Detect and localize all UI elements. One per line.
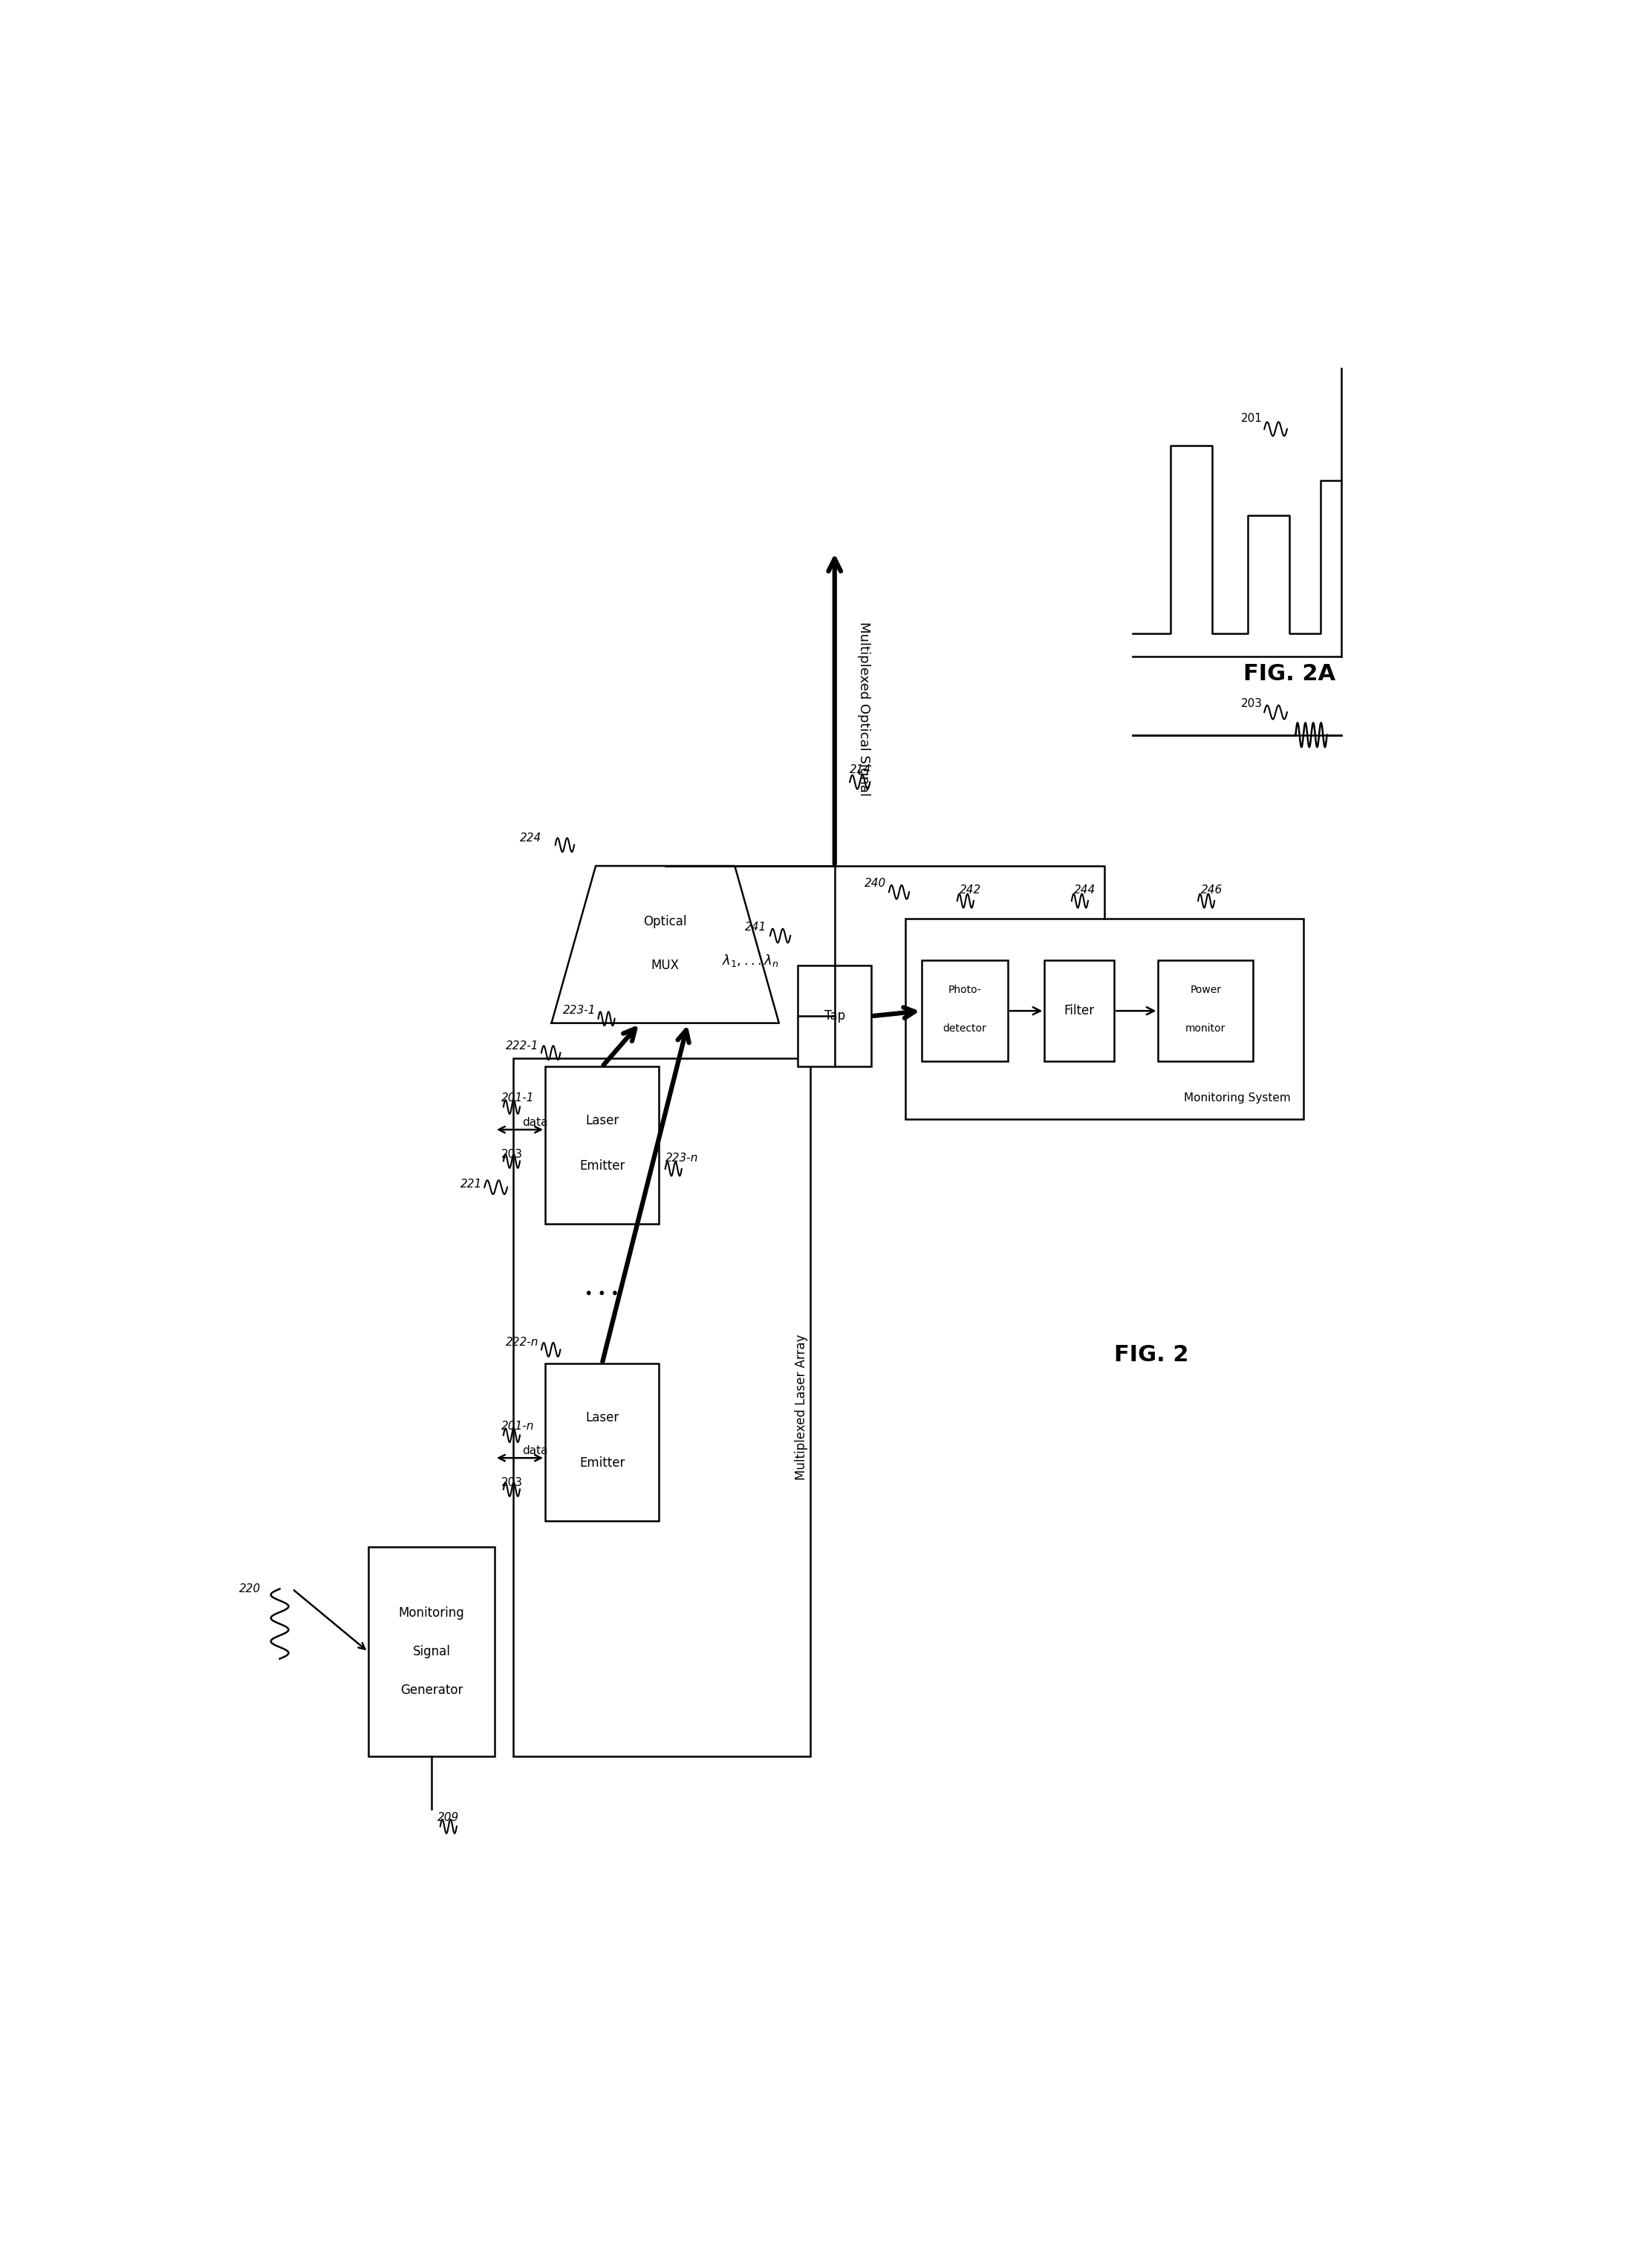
Text: data: data [522,1445,548,1456]
Text: FIG. 2: FIG. 2 [1114,1345,1189,1365]
Text: Optical: Optical [644,914,687,928]
Text: Signal: Signal [413,1644,450,1658]
Bar [922,959,1008,1061]
Text: Tap: Tap [824,1009,845,1023]
Text: Emitter: Emitter [579,1456,625,1470]
Bar [369,1547,494,1755]
Text: $\lambda_1, ... \lambda_n$: $\lambda_1, ... \lambda_n$ [723,953,780,968]
Text: detector: detector [943,1023,987,1034]
Text: 203: 203 [501,1148,522,1159]
Text: 221: 221 [460,1177,483,1188]
Text: 242: 242 [959,885,982,896]
Polygon shape [551,866,780,1023]
Text: data: data [522,1118,548,1127]
Text: 214: 214 [850,764,871,776]
Text: Monitoring: Monitoring [398,1606,465,1619]
Text: • • •: • • • [586,1286,620,1302]
Text: 201-n: 201-n [501,1422,533,1431]
Text: 240: 240 [864,878,887,889]
Text: Laser: Laser [586,1114,618,1127]
Text: 246: 246 [1200,885,1222,896]
Text: monitor: monitor [1186,1023,1227,1034]
Text: FIG. 2A: FIG. 2A [1243,662,1336,685]
Text: 220: 220 [240,1583,261,1594]
Text: 241: 241 [745,921,767,932]
Text: Monitoring System: Monitoring System [1184,1093,1292,1105]
Text: Filter: Filter [1063,1005,1094,1018]
Text: MUX: MUX [651,959,680,973]
Text: Multiplexed Optical Signal: Multiplexed Optical Signal [858,621,871,796]
Bar [1044,959,1114,1061]
Text: Power: Power [1191,984,1222,996]
Text: Multiplexed Laser Array: Multiplexed Laser Array [794,1334,809,1481]
Text: 203: 203 [501,1476,522,1488]
Text: 244: 244 [1075,885,1096,896]
Text: Laser: Laser [586,1411,618,1424]
Text: Photo-: Photo- [948,984,982,996]
Bar [905,919,1303,1118]
Text: 222-n: 222-n [506,1338,538,1347]
Bar [545,1363,659,1522]
Text: 224: 224 [520,832,541,844]
Bar [798,966,871,1066]
Text: 223-n: 223-n [665,1152,698,1163]
Text: 222-1: 222-1 [506,1041,538,1052]
Text: 203: 203 [1241,699,1262,710]
Text: 201: 201 [1241,413,1262,424]
Text: Emitter: Emitter [579,1159,625,1173]
Bar [545,1066,659,1225]
Text: 223-1: 223-1 [563,1005,595,1016]
Bar [1158,959,1253,1061]
Text: 209: 209 [437,1812,460,1823]
Text: Generator: Generator [400,1683,463,1696]
Text: 201-1: 201-1 [501,1093,533,1105]
Bar [514,1057,811,1755]
